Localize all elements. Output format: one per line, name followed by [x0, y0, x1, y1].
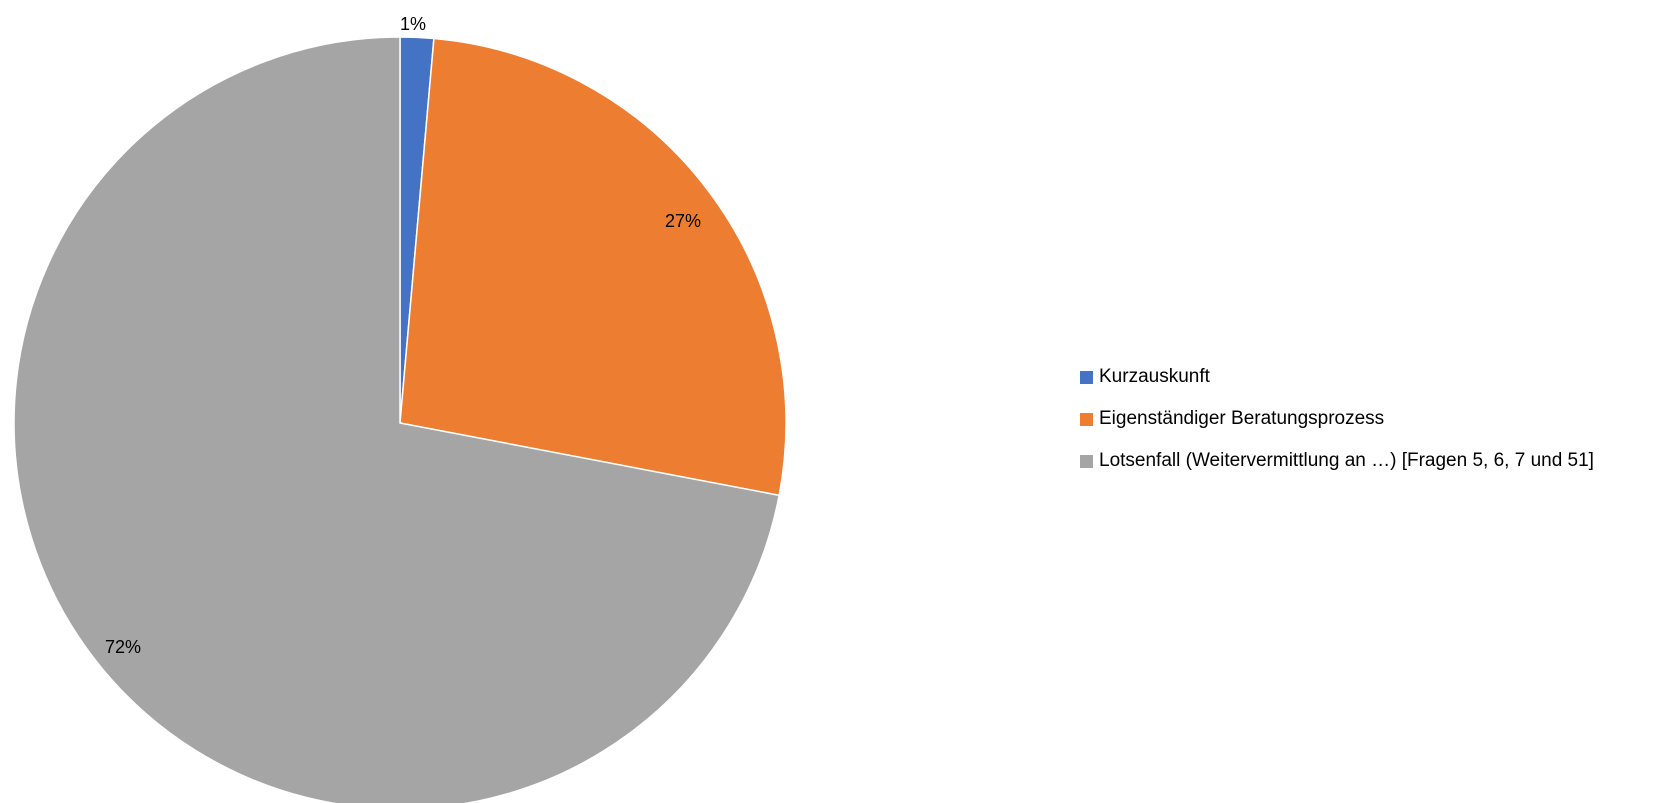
legend-swatch-3	[1080, 454, 1093, 468]
legend-label-3: Lotsenfall (Weitervermittlung an …) [Fra…	[1099, 450, 1594, 471]
legend-item-1: Kurzauskunft	[1080, 366, 1670, 387]
legend-swatch-2	[1080, 412, 1093, 426]
data-label-1: 1%	[400, 14, 426, 34]
legend-item-2: Eigenständiger Beratungsprozess	[1080, 408, 1670, 429]
chart-legend: Kurzauskunft Eigenständiger Beratungsproz…	[1080, 366, 1670, 493]
legend-item-3: Lotsenfall (Weitervermittlung an …) [Fra…	[1080, 450, 1670, 471]
pie-data-labels: 1% 27% 72%	[105, 14, 701, 657]
data-label-3: 72%	[105, 637, 141, 657]
legend-label-1: Kurzauskunft	[1099, 366, 1210, 387]
pie-slice-2	[399, 37, 787, 497]
legend-label-2: Eigenständiger Beratungsprozess	[1099, 408, 1385, 429]
pie-slice-3	[13, 36, 781, 803]
pie-slices	[13, 36, 787, 803]
legend-swatch-1	[1080, 370, 1093, 384]
data-label-2: 27%	[665, 211, 701, 231]
